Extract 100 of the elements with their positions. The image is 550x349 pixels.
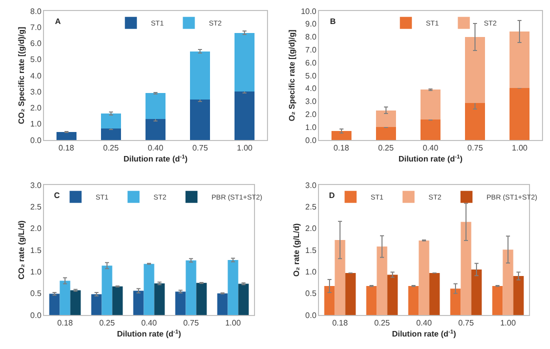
bar [510,32,530,88]
y-tick-label: 1.0 [305,122,317,132]
bar [471,270,482,315]
bar [145,119,166,140]
y-tick-label: 5.0 [305,71,317,80]
x-tick-label: 1.00 [225,318,242,328]
y-tick-label: 2.5 [30,202,42,212]
y-tick-label: 5.0 [30,55,42,64]
bar [366,286,377,315]
bar [196,282,207,315]
bar [510,88,530,140]
y-tick-label: 2.0 [305,224,317,234]
y-tick-label: 6.0 [30,39,42,48]
bar [100,113,121,129]
y-tick-label: 3.0 [305,180,317,190]
x-tick-label: 0.75 [192,144,208,153]
bar [175,292,186,315]
y-tick-label: 8.0 [30,6,42,16]
x-tick-label: 0.25 [99,318,116,328]
x-tick-label: 0.18 [58,144,75,153]
bar [450,288,461,315]
bar [420,119,441,140]
bar [334,240,346,315]
y-tick-label: 0.5 [305,289,317,298]
y-tick-label: 0.0 [305,310,317,320]
y-tick-label: 1.0 [305,267,317,276]
x-axis-title: Dilution rate (d$^{-1}$) [398,154,463,164]
y-tick-label: 3.0 [30,180,42,190]
bar [429,272,440,315]
y-tick-label: 1.0 [30,120,42,129]
bar [56,132,76,140]
y-tick-label: 6.0 [305,58,317,68]
x-axis-title: Dilution rate (d$^{-1}$) [123,154,188,164]
y-tick-label: 2.0 [30,224,42,234]
y-axis-title: O₂ rate (g/L/d) [292,223,301,277]
y-tick-label: 0.0 [30,310,42,320]
x-tick-label: 0.18 [57,318,74,328]
bar [420,90,441,120]
y-tick-label: 7.0 [30,22,42,32]
bar [376,246,388,315]
bar [154,283,165,315]
annotation: B [330,17,336,26]
bar [70,290,81,315]
x-tick-label: 0.40 [141,318,158,328]
bar [376,127,396,140]
bar [112,286,123,315]
bar [144,264,154,315]
bar [331,130,352,140]
bar [345,272,356,315]
bar [376,110,396,128]
x-tick-label: 0.75 [467,144,484,153]
bar [465,36,486,104]
x-tick-label: 0.25 [378,144,394,153]
y-tick-label: 0.5 [30,289,42,298]
y-tick-label: 3.0 [305,97,317,106]
bar [418,240,430,315]
bar [387,274,398,315]
y-tick-label: 1.0 [30,267,42,276]
bar [513,276,524,315]
bar [492,286,503,315]
x-tick-label: 0.18 [334,144,350,153]
bar [100,128,121,140]
bar [186,260,196,315]
bar [190,51,210,100]
y-tick-label: 1.5 [30,246,42,255]
bar [460,222,472,315]
x-tick-label: 0.40 [422,144,439,153]
bar [228,260,238,315]
y-tick-label: 4.0 [30,71,42,80]
bar [234,92,255,140]
bar [60,280,70,315]
y-tick-label: 1.5 [305,246,317,255]
y-tick-label: 3.0 [30,87,42,96]
y-tick-label: 2.0 [305,110,317,119]
x-axis-title: Dilution rate (d$^{-1}$) [116,329,182,339]
bar [238,284,249,315]
bar [190,100,210,140]
y-tick-label: 0.0 [305,136,317,145]
annotation: D [329,191,335,200]
y-tick-label: 2.5 [305,202,317,212]
y-tick-label: 9.0 [305,20,317,29]
y-tick-label: 10.0 [300,6,317,16]
annotation: C [54,191,60,200]
x-tick-label: 1.00 [236,144,254,153]
x-tick-label: 0.75 [183,318,200,328]
x-tick-label: 0.75 [458,318,474,328]
x-tick-label: 0.40 [148,144,164,153]
annotation: A [55,17,61,26]
bar [102,266,112,315]
x-tick-label: 0.18 [332,318,348,328]
y-tick-label: 2.0 [30,104,42,113]
bar [49,294,60,315]
x-tick-label: 1.00 [512,144,528,153]
x-tick-label: 0.25 [374,318,390,328]
y-tick-label: 0.0 [30,136,42,145]
bar [465,103,486,140]
y-tick-label: 8.0 [305,32,317,42]
y-tick-label: 7.0 [305,46,317,54]
bar [408,286,419,315]
bar [234,32,255,92]
